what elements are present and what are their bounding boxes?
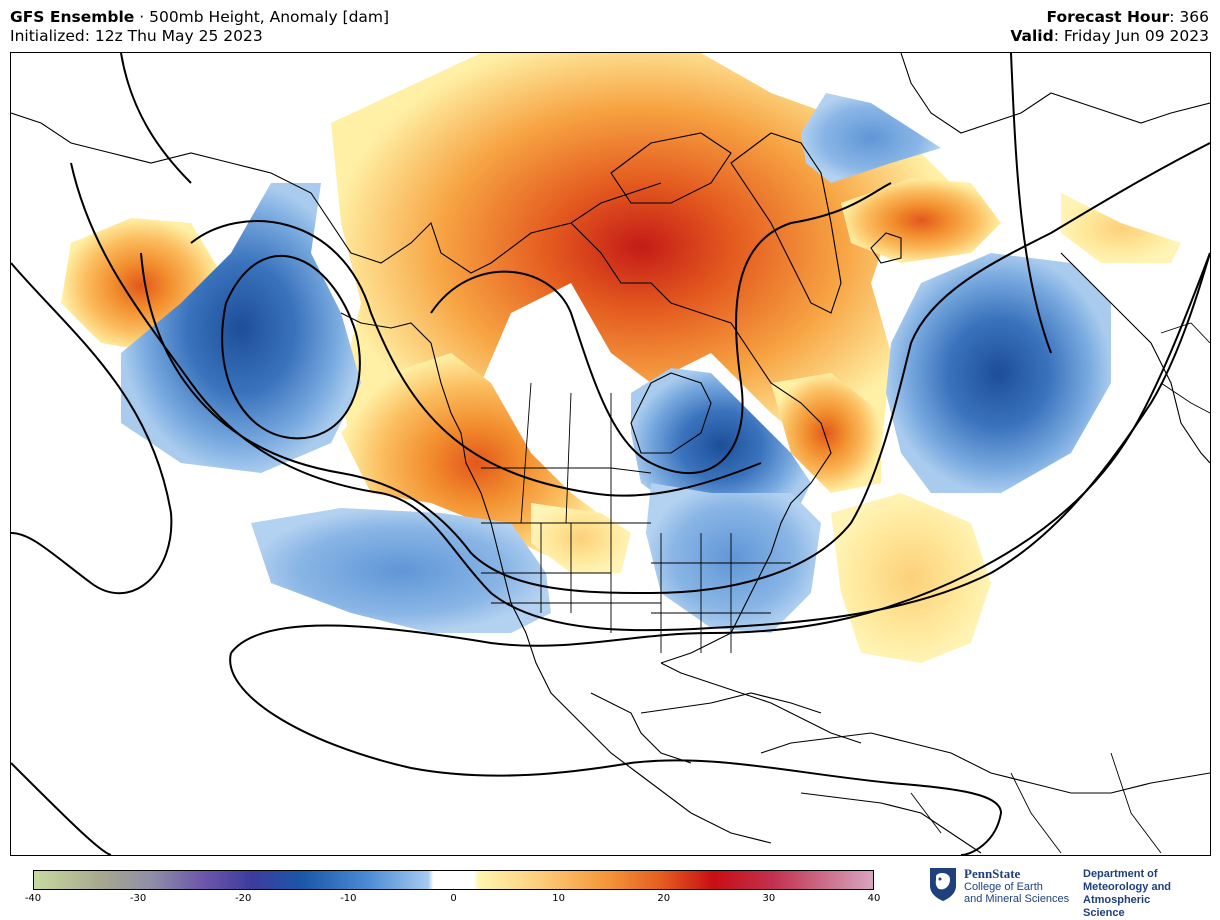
colorbar [33, 870, 874, 890]
ridge-iceland [841, 178, 1001, 263]
colorbar-tick: 20 [657, 893, 671, 904]
trough-north-atlantic [886, 253, 1111, 493]
colorbar-ticks: -40 -30 -20 -10 0 10 20 30 40 [25, 893, 881, 907]
contour-inner-low [221, 255, 361, 440]
contour-mid-1 [140, 142, 1210, 595]
college-name: College of Earth and Mineral Sciences [964, 881, 1069, 905]
contour-north-atl [1010, 53, 1052, 354]
colorbar-tick: -20 [235, 893, 252, 904]
contour-tropical [11, 762, 112, 855]
colorbar-tick: -10 [340, 893, 357, 904]
department-logo[interactable]: Department of Meteorology and Atmospheri… [1083, 868, 1193, 920]
contour-northwest [120, 53, 192, 184]
ridge-atlantic [831, 493, 991, 663]
title-line: GFS Ensemble · 500mb Height, Anomaly [da… [10, 8, 389, 27]
dept-line-2: Meteorology and [1083, 881, 1172, 893]
ridge-eastern-canada [771, 373, 881, 493]
nittany-lion-shield-icon [930, 868, 956, 901]
valid-value: : Friday Jun 09 2023 [1053, 27, 1209, 45]
contour-pacific-ridge [11, 262, 173, 595]
header-left: GFS Ensemble · 500mb Height, Anomaly [da… [10, 8, 389, 46]
colorbar-tick: -40 [24, 893, 42, 904]
forecast-hour-value: : 366 [1169, 8, 1209, 26]
colorbar-tick: 0 [450, 893, 457, 904]
college-line-1: College of Earth [964, 881, 1043, 893]
colorbar-tick: 10 [552, 893, 565, 904]
height-contours [11, 53, 1210, 855]
colorbar-tick: -30 [129, 893, 147, 904]
pennstate-wordmark: PennState [964, 866, 1021, 881]
forecast-hour-label: Forecast Hour [1046, 8, 1170, 26]
contour-south [230, 252, 1210, 654]
title-separator: · [134, 8, 150, 26]
trough-us-west [251, 508, 551, 633]
trough-greenland-sea [801, 93, 941, 183]
map-panel[interactable] [10, 52, 1211, 856]
contour-subtropical [229, 652, 1003, 855]
header-right: Forecast Hour: 366 Valid: Friday Jun 09 … [1010, 8, 1209, 46]
ridge-arctic-canada [331, 53, 951, 483]
anomaly-map [11, 53, 1210, 855]
valid-line: Valid: Friday Jun 09 2023 [1010, 27, 1209, 46]
coastlines [11, 53, 1210, 854]
colorbar-tick: 30 [762, 893, 776, 904]
colorbar-tick: 40 [867, 893, 881, 904]
model-name: GFS Ensemble [10, 8, 135, 26]
trough-hudson-bay [631, 368, 811, 523]
contour-polar-low [430, 182, 892, 475]
contour-mid-2 [70, 162, 1210, 632]
product-name: 500mb Height, Anomaly [dam] [149, 8, 390, 26]
college-line-2: and Mineral Sciences [964, 893, 1070, 905]
init-time: Initialized: 12z Thu May 25 2023 [10, 27, 263, 45]
colorbar-gradient [34, 871, 873, 889]
trough-us-east [646, 483, 821, 633]
ridge-us-plains [531, 503, 631, 573]
valid-label: Valid [1010, 27, 1054, 45]
trough-aleutian [121, 183, 361, 473]
ridge-europe [1061, 193, 1181, 263]
forecast-hour-line: Forecast Hour: 366 [1010, 8, 1209, 27]
dept-line-3: Atmospheric Science [1083, 894, 1151, 919]
pennstate-logo[interactable]: PennState College of Earth and Mineral S… [928, 866, 1073, 910]
dept-line-1: Department of [1083, 868, 1158, 880]
contour-aleutian [190, 220, 762, 497]
